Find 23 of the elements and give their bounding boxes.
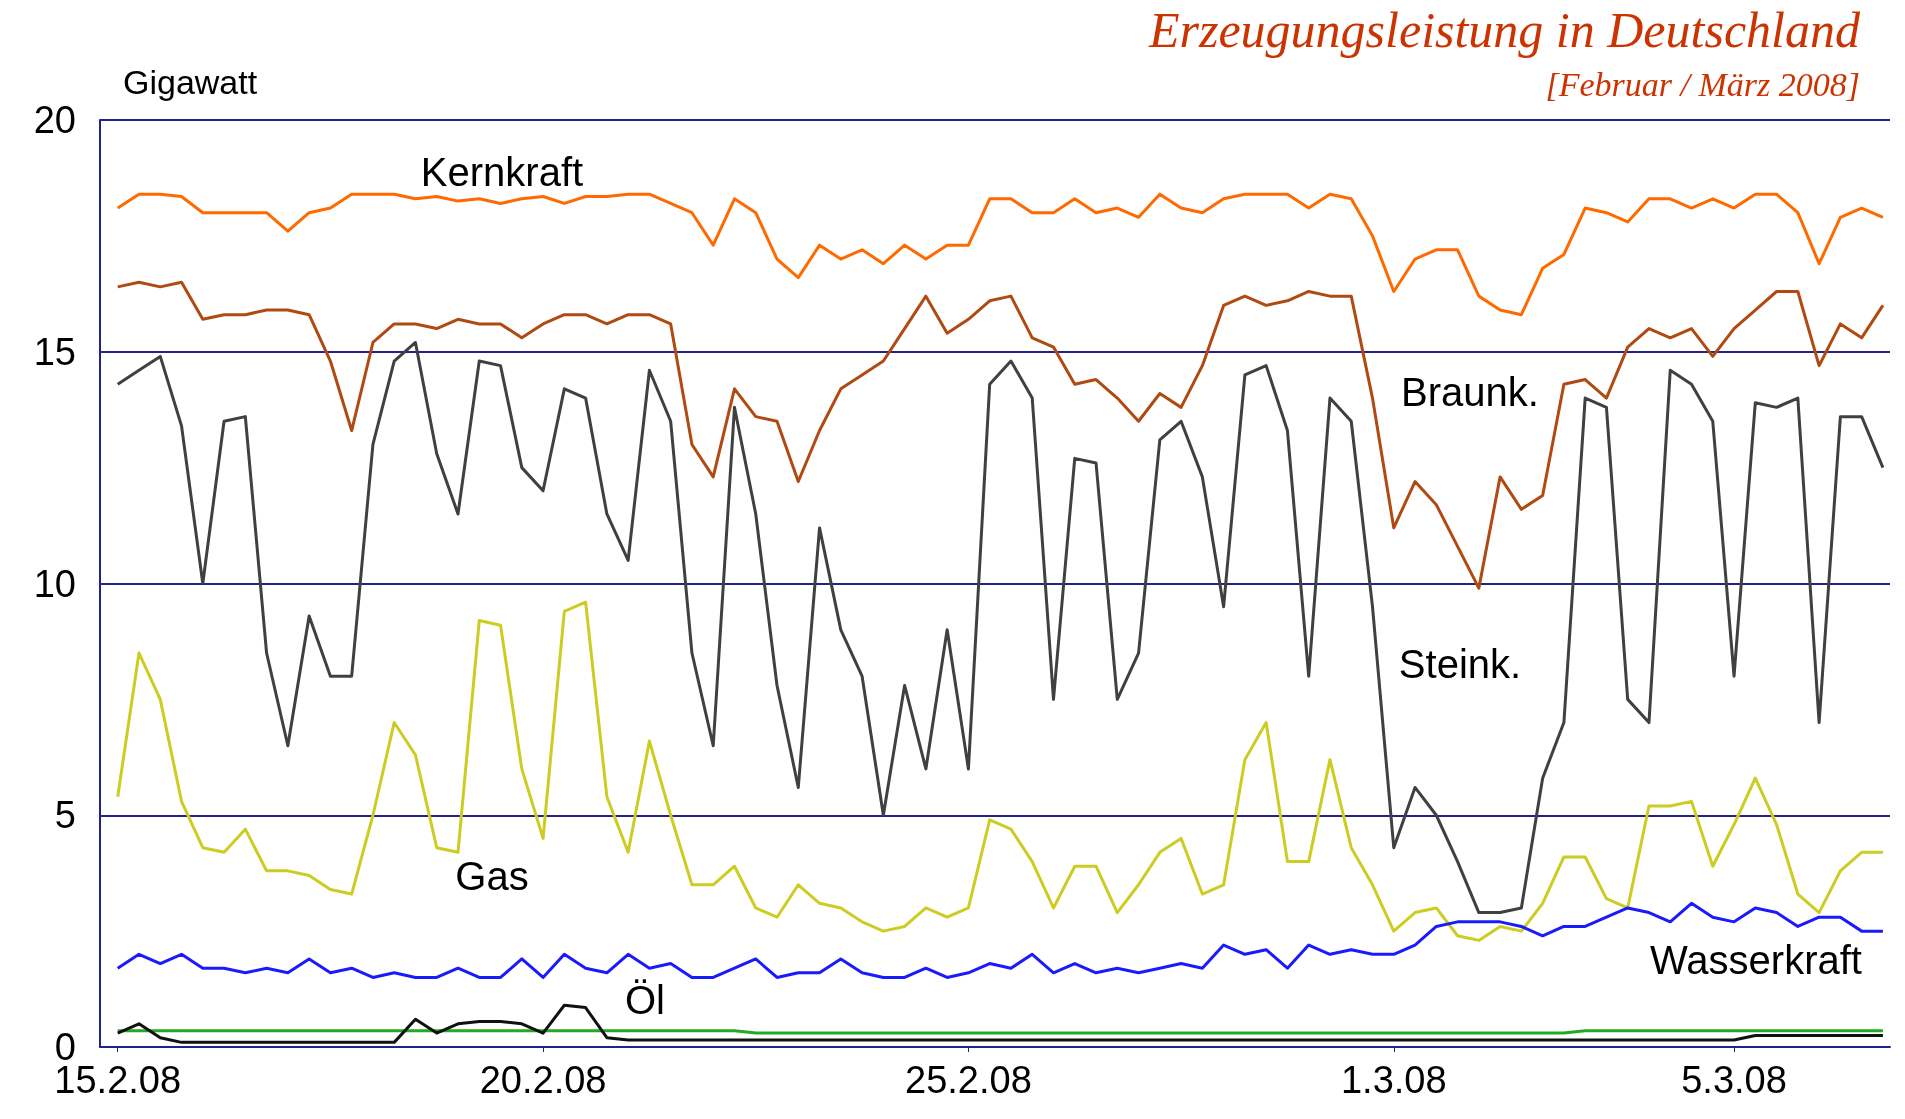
annotation: Gas xyxy=(455,854,529,898)
chart-title: Erzeugungsleistung in Deutschland xyxy=(1147,2,1861,58)
chart-subtitle: [Februar / März 2008] xyxy=(1545,65,1861,103)
annotation: Kernkraft xyxy=(420,150,584,194)
annotation: Braunk. xyxy=(1401,370,1539,414)
annotation: Wasserkraft xyxy=(1650,938,1862,982)
line-series xyxy=(116,280,1885,590)
y-tick-label: 15 xyxy=(33,330,76,373)
line-series xyxy=(116,340,1885,915)
line-series xyxy=(116,192,1885,317)
y-tick-label: 10 xyxy=(33,562,76,605)
line-series xyxy=(116,600,1885,942)
y-tick-label: 20 xyxy=(33,99,76,141)
annotation: Öl xyxy=(625,978,665,1022)
y-axis-title: Gigawatt xyxy=(123,63,258,101)
x-tick-label: 1.3.08 xyxy=(1340,1059,1447,1101)
annotation: Steink. xyxy=(1398,642,1522,686)
x-tick-label: 5.3.08 xyxy=(1681,1059,1787,1101)
x-tick-label: 25.2.08 xyxy=(905,1059,1032,1101)
y-tick-label: 5 xyxy=(54,794,76,837)
line-series xyxy=(116,901,1885,979)
x-tick-label: 20.2.08 xyxy=(479,1059,607,1101)
x-tick-label: 15.2.08 xyxy=(54,1059,182,1101)
